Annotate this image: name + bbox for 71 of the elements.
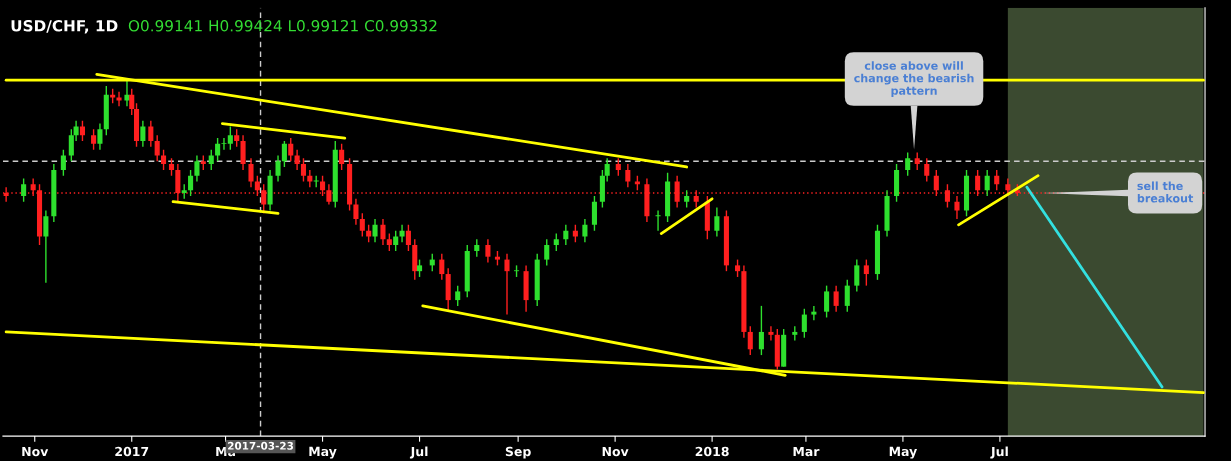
candlestick: [275, 154, 281, 183]
candlestick: [439, 253, 445, 281]
candlestick: [248, 157, 254, 188]
candlestick: [353, 198, 359, 226]
candlestick: [844, 279, 850, 313]
x-tick-label: 2017: [115, 446, 149, 457]
candlestick: [758, 305, 764, 356]
candlestick: [97, 122, 103, 151]
candlestick: [485, 238, 491, 264]
chart-title: USD/CHF, 1D: [11, 19, 118, 34]
candlestick: [30, 177, 36, 197]
chart-subtitle: O0.99141 H0.99424 L0.99121 C0.99332: [128, 19, 437, 32]
candlestick: [188, 169, 194, 197]
candlestick: [405, 224, 411, 252]
candlestick: [240, 134, 246, 171]
candlestick: [655, 209, 661, 232]
x-tick-label: Jul: [990, 446, 1008, 459]
candlestick: [154, 134, 160, 162]
candlestick: [591, 195, 597, 232]
candlestick: [854, 258, 860, 293]
candlestick: [148, 119, 154, 148]
candlestick: [21, 177, 27, 203]
candlestick: [79, 119, 85, 142]
candlestick: [161, 148, 167, 171]
candlestick: [504, 253, 510, 316]
candlestick: [455, 284, 461, 307]
candlestick: [801, 308, 807, 339]
candlestick: [140, 119, 146, 148]
x-tick-label: Nov: [602, 446, 629, 457]
candlestick: [582, 218, 588, 243]
candlestick: [863, 258, 869, 287]
candlestick: [372, 218, 378, 243]
candlestick: [811, 305, 817, 322]
candlestick: [208, 148, 214, 171]
candlestick: [714, 206, 720, 238]
candlestick: [380, 218, 386, 246]
candlestick: [359, 212, 365, 238]
x-tick-label: May: [309, 446, 337, 459]
candlestick: [833, 284, 839, 313]
candlestick: [824, 284, 830, 319]
candlestick: [768, 325, 774, 342]
candlestick: [43, 209, 49, 284]
candlestick: [129, 88, 135, 116]
candlestick: [215, 137, 221, 162]
annotation: sell the breakout: [1137, 181, 1194, 203]
candlestick: [288, 137, 294, 162]
x-tick-label: 2018: [695, 446, 729, 457]
candlestick: [954, 195, 960, 220]
candlestick: [294, 148, 300, 171]
candlestick: [281, 140, 287, 168]
candlestick: [339, 143, 345, 171]
candlestick: [994, 169, 1000, 191]
candlestick: [300, 157, 307, 183]
candlestick: [563, 224, 569, 246]
x-tick-label: Sep: [505, 446, 531, 459]
x-tick-label: May: [889, 446, 918, 459]
annotation: close above will change the bearish pattern: [854, 61, 974, 97]
candlestick: [91, 128, 97, 151]
x-tick-label: Jul: [409, 446, 428, 459]
candlestick: [747, 325, 753, 356]
candlestick: [393, 229, 399, 252]
candlestick: [924, 157, 930, 183]
candlestick: [905, 151, 911, 177]
candlestick: [194, 154, 200, 183]
x-tick-label: Mar: [793, 446, 820, 457]
x-tick-label: Nov: [22, 446, 49, 457]
candlestick: [60, 148, 66, 177]
candlestick: [944, 183, 950, 209]
candlestick: [544, 238, 550, 267]
candlestick: [984, 169, 990, 197]
candlestick: [625, 163, 631, 188]
